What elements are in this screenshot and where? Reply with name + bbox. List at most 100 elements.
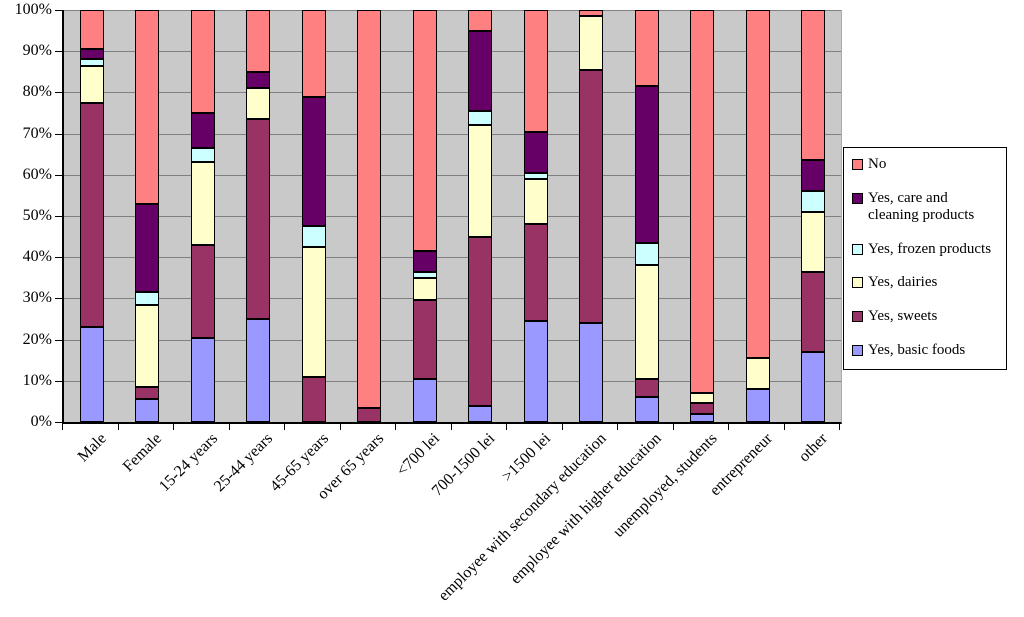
bar-segment <box>523 10 548 132</box>
y-tick-label: 50% <box>22 207 52 224</box>
gridline <box>64 339 841 341</box>
y-tick-mark <box>55 133 64 135</box>
bar-segment <box>246 88 271 120</box>
gridline <box>64 257 841 259</box>
bar-segment <box>412 300 437 379</box>
x-tick-mark <box>284 424 285 430</box>
bar-segment <box>801 271 826 352</box>
x-category-label: Male <box>74 430 110 466</box>
bar-segment <box>79 10 104 50</box>
y-tick-label: 90% <box>22 42 52 60</box>
bar-segment <box>412 271 437 278</box>
x-category-label: other <box>796 430 832 466</box>
category-slot <box>120 10 176 422</box>
stacked-bar <box>357 10 382 422</box>
bar-segment <box>634 265 659 379</box>
x-category-label: 25-44 years <box>211 430 277 496</box>
bar-segment <box>468 236 493 406</box>
plot-area <box>62 10 842 424</box>
legend-swatch-icon <box>852 159 863 170</box>
x-tick-mark <box>117 424 119 430</box>
bar-segment <box>468 10 493 31</box>
y-tick-mark <box>55 339 64 341</box>
bar-segment <box>412 277 437 301</box>
stacked-bar <box>468 10 493 422</box>
y-tick-label: 100% <box>14 1 52 18</box>
category-slot <box>508 10 564 422</box>
bar-series-container <box>64 10 841 422</box>
bar-segment <box>745 389 770 422</box>
stacked-bar <box>412 10 437 422</box>
bar-segment <box>523 172 548 179</box>
gridline <box>64 133 841 135</box>
category-slot <box>564 10 620 422</box>
y-tick-label: 0% <box>30 413 52 430</box>
x-tick-mark <box>617 424 618 430</box>
bar-segment <box>579 323 604 422</box>
bar-segment <box>135 386 160 400</box>
bar-segment <box>801 191 826 212</box>
bar-segment <box>246 119 271 319</box>
bar-segment <box>801 351 826 422</box>
bar-segment <box>246 10 271 72</box>
bar-segment <box>135 292 160 305</box>
stacked-bar <box>523 10 548 422</box>
bar-segment <box>579 16 604 70</box>
gridline <box>64 51 841 53</box>
bar-segment <box>301 376 326 422</box>
stacked-bar <box>634 10 659 422</box>
y-tick-label: 40% <box>22 248 52 266</box>
bar-segment <box>246 71 271 89</box>
bar-segment <box>634 86 659 243</box>
y-tick-mark <box>55 298 64 300</box>
stacked-bar <box>79 10 104 422</box>
x-tick-mark <box>506 424 507 430</box>
category-slot <box>453 10 509 422</box>
y-tick-label: 70% <box>22 124 52 142</box>
bar-segment <box>801 10 826 161</box>
legend-item: Yes, basic foods <box>852 342 1000 359</box>
bar-segment <box>357 10 382 408</box>
bar-segment <box>745 358 770 390</box>
x-tick-mark <box>450 424 452 430</box>
legend-swatch-icon <box>852 192 863 204</box>
category-slot <box>342 10 398 422</box>
x-tick-mark <box>395 424 396 430</box>
bar-segment <box>190 113 215 149</box>
y-tick-label: 60% <box>22 165 52 183</box>
y-tick-mark <box>55 257 64 259</box>
stacked-bar <box>246 10 271 422</box>
stacked-bar <box>579 10 604 422</box>
y-tick-mark <box>55 51 64 53</box>
bar-segment <box>468 110 493 126</box>
category-slot <box>231 10 287 422</box>
bar-segment <box>523 131 548 173</box>
gridline <box>64 380 841 382</box>
legend-swatch-icon <box>852 277 863 289</box>
bar-segment <box>412 378 437 422</box>
x-tick-mark <box>339 424 341 430</box>
bar-segment <box>357 407 382 422</box>
gridline <box>64 174 841 176</box>
bar-segment <box>412 251 437 272</box>
legend-label: Yes, dairies <box>868 274 938 291</box>
bar-segment <box>634 242 659 266</box>
stacked-bar <box>190 10 215 422</box>
category-slot <box>175 10 231 422</box>
bar-segment <box>135 304 160 387</box>
y-tick-mark <box>55 92 64 94</box>
bar-segment <box>468 405 493 422</box>
stacked-bar <box>135 10 160 422</box>
bar-segment <box>79 102 104 328</box>
bar-segment <box>690 403 715 414</box>
chart-legend: No Yes, care and cleaning products Yes, fr… <box>843 147 1007 370</box>
bar-segment <box>468 125 493 237</box>
x-category-label: unemployed, students <box>609 430 721 541</box>
bar-segment <box>634 378 659 398</box>
bar-segment <box>690 10 715 394</box>
legend-label: Yes, frozen products <box>868 240 992 257</box>
bar-segment <box>246 319 271 422</box>
category-slot <box>397 10 453 422</box>
bar-segment <box>579 69 604 324</box>
